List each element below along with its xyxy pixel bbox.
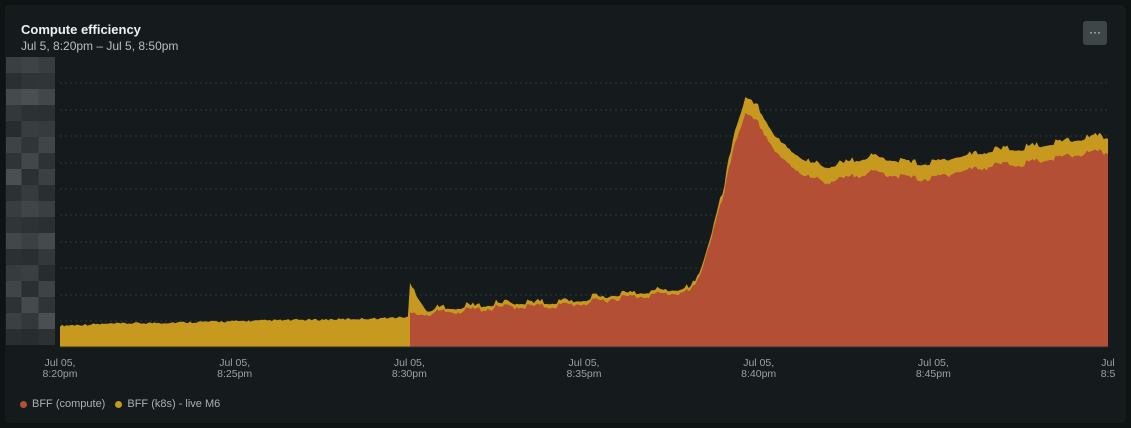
- y-label-mask-block: [6, 281, 55, 297]
- legend-item-compute[interactable]: BFF (compute): [20, 398, 105, 410]
- x-tick-label: Jul 05, 8:25pm: [217, 357, 252, 380]
- x-tick-label: Jul 05, 8:30pm: [392, 357, 427, 380]
- y-axis-labels-obscured: [6, 57, 55, 345]
- x-tick-label: Jul 05, 8:35pm: [566, 357, 601, 380]
- legend-label-k8s: BFF (k8s) - live M6: [127, 398, 221, 410]
- y-label-mask-block: [6, 57, 55, 73]
- y-label-mask-block: [6, 233, 55, 249]
- legend: BFF (compute) BFF (k8s) - live M6: [20, 398, 220, 410]
- y-label-mask-block: [6, 329, 55, 345]
- y-label-mask-block: [6, 313, 55, 329]
- legend-swatch-compute: [20, 400, 27, 408]
- chart-time-range: Jul 5, 8:20pm – Jul 5, 8:50pm: [21, 39, 179, 53]
- x-tick-label: Jul 05, 8:40pm: [741, 357, 776, 380]
- y-label-mask-block: [6, 153, 55, 169]
- chart-title: Compute efficiency: [21, 22, 141, 37]
- y-label-mask-block: [6, 265, 55, 281]
- y-label-mask-block: [6, 217, 55, 233]
- y-label-mask-block: [6, 137, 55, 153]
- x-tick-label: Jul 05, 8:45pm: [916, 357, 951, 380]
- more-options-button[interactable]: ···: [1083, 21, 1107, 45]
- y-label-mask-block: [6, 105, 55, 121]
- series-areas: [60, 96, 1108, 348]
- y-label-mask-block: [6, 185, 55, 201]
- y-label-mask-block: [6, 121, 55, 137]
- y-label-mask-block: [6, 73, 55, 89]
- y-label-mask-block: [6, 89, 55, 105]
- y-label-mask-block: [6, 201, 55, 217]
- x-tick-label: Jul 8:5: [1101, 357, 1116, 380]
- legend-swatch-k8s: [115, 400, 123, 408]
- x-tick-label: Jul 05, 8:20pm: [42, 357, 77, 380]
- x-axis-ticks: Jul 05, 8:20pm Jul 05, 8:25pm Jul 05, 8:30pm J…: [42, 357, 1115, 380]
- legend-item-k8s[interactable]: BFF (k8s) - live M6: [115, 398, 220, 410]
- y-label-mask-block: [6, 297, 55, 313]
- series-area-compute: [410, 112, 1108, 348]
- y-label-mask-block: [6, 249, 55, 265]
- legend-label-compute: BFF (compute): [32, 398, 106, 410]
- y-label-mask-block: [6, 169, 55, 185]
